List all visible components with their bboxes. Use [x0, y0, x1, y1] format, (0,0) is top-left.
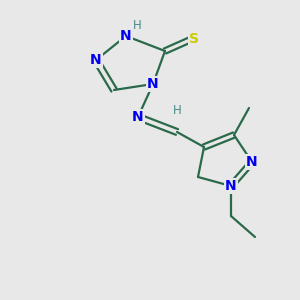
Text: H: H	[172, 104, 182, 118]
Text: N: N	[132, 110, 144, 124]
Text: N: N	[147, 77, 159, 91]
Text: N: N	[225, 179, 237, 193]
Text: N: N	[246, 155, 258, 169]
Text: S: S	[188, 32, 199, 46]
Text: N: N	[90, 53, 102, 67]
Text: N: N	[120, 29, 132, 43]
Text: H: H	[133, 19, 142, 32]
